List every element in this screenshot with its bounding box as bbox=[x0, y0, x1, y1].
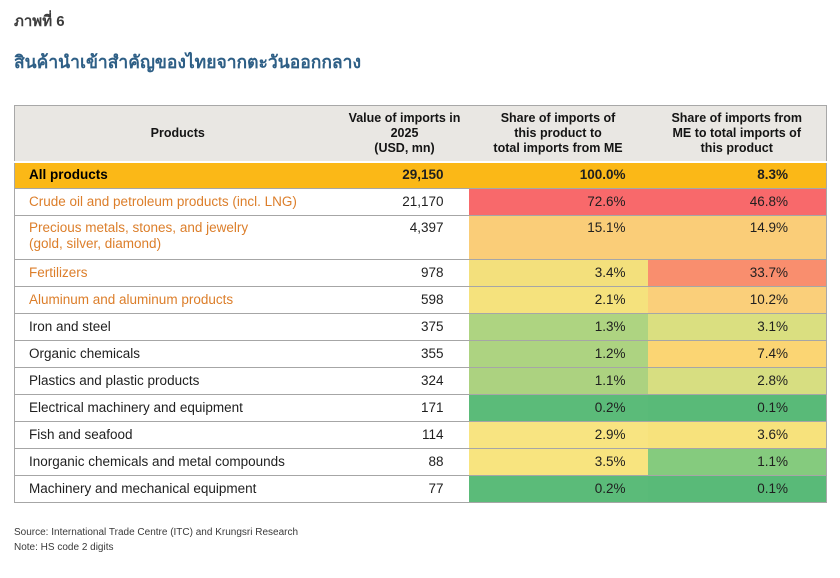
table-header-row: Products Value of imports in 2025 (USD, … bbox=[14, 105, 827, 163]
share-of-product-cell: 3.6% bbox=[647, 421, 827, 449]
share-of-product-cell: 0.1% bbox=[647, 394, 827, 422]
share-of-product-cell: 0.1% bbox=[647, 475, 827, 503]
page-title: สินค้านำเข้าสำคัญของไทยจากตะวันออกกลาง bbox=[14, 52, 362, 72]
product-name-cell: Aluminum and aluminum products bbox=[14, 286, 341, 314]
table-body: All products 29,150 100.0% 8.3% Crude oil an… bbox=[14, 161, 827, 503]
share-to-me-cell: 100.0% bbox=[468, 161, 648, 189]
share-of-product-cell: 7.4% bbox=[647, 340, 827, 368]
product-name-cell: All products bbox=[14, 161, 341, 189]
table-row: Machinery and mechanical equipment 77 0.2%… bbox=[14, 475, 827, 503]
share-to-me-cell: 15.1% bbox=[468, 215, 648, 260]
product-name-cell: Fertilizers bbox=[14, 259, 341, 287]
share-of-product-cell: 1.1% bbox=[647, 448, 827, 476]
product-name-cell: Electrical machinery and equipment bbox=[14, 394, 341, 422]
share-to-me-cell: 1.1% bbox=[468, 367, 648, 395]
table-row: Organic chemicals 355 1.2% 7.4% bbox=[14, 340, 827, 368]
value-cell: 171 bbox=[340, 394, 469, 422]
table-row: Plastics and plastic products 324 1.1% 2.8% bbox=[14, 367, 827, 395]
footer: Source: International Trade Centre (ITC)… bbox=[14, 525, 826, 555]
value-cell: 355 bbox=[340, 340, 469, 368]
table-row: Fish and seafood 114 2.9% 3.6% bbox=[14, 421, 827, 449]
share-to-me-cell: 1.3% bbox=[468, 313, 648, 341]
figure-label: ภาพที่ 6 bbox=[14, 13, 65, 30]
product-name-cell: Machinery and mechanical equipment bbox=[14, 475, 341, 503]
imports-table: Products Value of imports in 2025 (USD, … bbox=[14, 105, 827, 503]
value-cell: 978 bbox=[340, 259, 469, 287]
share-of-product-cell: 8.3% bbox=[647, 161, 827, 189]
share-of-product-cell: 14.9% bbox=[647, 215, 827, 260]
report-page: ภาพที่ 6 สินค้านำเข้าสำคัญของไทยจากตะวัน… bbox=[14, 13, 827, 555]
hs-code-note: Note: HS code 2 digits bbox=[14, 542, 114, 553]
table-row: Crude oil and petroleum products (incl. … bbox=[14, 188, 827, 216]
product-name-cell: Crude oil and petroleum products (incl. … bbox=[14, 188, 341, 216]
share-of-product-cell: 46.8% bbox=[647, 188, 827, 216]
value-cell: 77 bbox=[340, 475, 469, 503]
share-to-me-cell: 3.4% bbox=[468, 259, 648, 287]
table-row: Precious metals, stones, and jewelry (go… bbox=[14, 215, 827, 260]
product-name-cell: Organic chemicals bbox=[14, 340, 341, 368]
col-header-products: Products bbox=[14, 105, 341, 163]
product-name-cell: Precious metals, stones, and jewelry (go… bbox=[14, 215, 341, 260]
product-name-cell: Plastics and plastic products bbox=[14, 367, 341, 395]
value-cell: 4,397 bbox=[340, 215, 469, 260]
share-to-me-cell: 2.9% bbox=[468, 421, 648, 449]
share-of-product-cell: 10.2% bbox=[647, 286, 827, 314]
table-row: Fertilizers 978 3.4% 33.7% bbox=[14, 259, 827, 287]
source-note: Source: International Trade Centre (ITC)… bbox=[14, 527, 299, 538]
product-name-cell: Iron and steel bbox=[14, 313, 341, 341]
table-row: Inorganic chemicals and metal compounds 8… bbox=[14, 448, 827, 476]
share-to-me-cell: 0.2% bbox=[468, 394, 648, 422]
table-row: Iron and steel 375 1.3% 3.1% bbox=[14, 313, 827, 341]
table-row: Aluminum and aluminum products 598 2.1% 10.… bbox=[14, 286, 827, 314]
share-to-me-cell: 3.5% bbox=[468, 448, 648, 476]
table-row: Electrical machinery and equipment 171 0.2… bbox=[14, 394, 827, 422]
share-to-me-cell: 2.1% bbox=[468, 286, 648, 314]
col-header-value: Value of imports in 2025 (USD, mn) bbox=[340, 105, 469, 163]
value-cell: 21,170 bbox=[340, 188, 469, 216]
share-to-me-cell: 72.6% bbox=[468, 188, 648, 216]
col-header-share-of-product: Share of imports from ME to total import… bbox=[647, 105, 827, 163]
col-header-share-to-me: Share of imports of this product to tota… bbox=[468, 105, 648, 163]
value-cell: 324 bbox=[340, 367, 469, 395]
product-name-cell: Inorganic chemicals and metal compounds bbox=[14, 448, 341, 476]
value-cell: 114 bbox=[340, 421, 469, 449]
share-of-product-cell: 2.8% bbox=[647, 367, 827, 395]
value-cell: 598 bbox=[340, 286, 469, 314]
share-of-product-cell: 3.1% bbox=[647, 313, 827, 341]
share-of-product-cell: 33.7% bbox=[647, 259, 827, 287]
value-cell: 29,150 bbox=[340, 161, 469, 189]
value-cell: 88 bbox=[340, 448, 469, 476]
share-to-me-cell: 0.2% bbox=[468, 475, 648, 503]
table-row: All products 29,150 100.0% 8.3% bbox=[14, 161, 827, 189]
share-to-me-cell: 1.2% bbox=[468, 340, 648, 368]
value-cell: 375 bbox=[340, 313, 469, 341]
product-name-cell: Fish and seafood bbox=[14, 421, 341, 449]
